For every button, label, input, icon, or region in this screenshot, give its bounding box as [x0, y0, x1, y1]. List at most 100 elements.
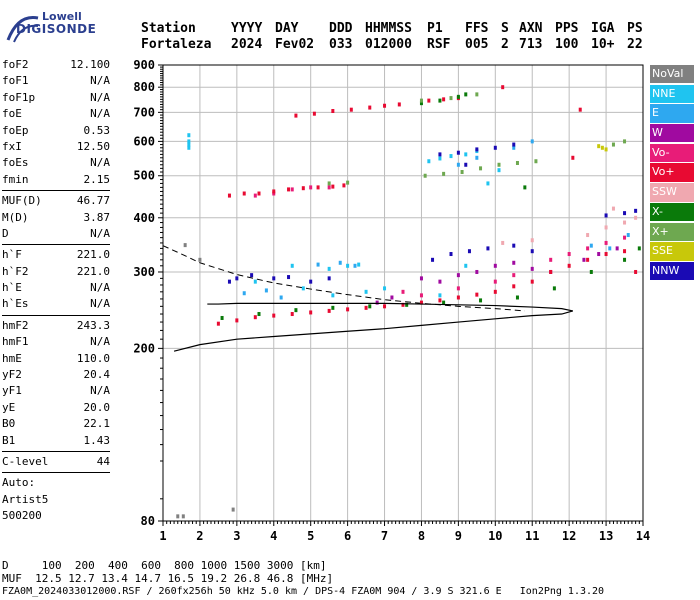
param-name: h`Es [2, 297, 29, 311]
y-tick-label: 700 [133, 105, 155, 119]
echo-point [309, 185, 313, 190]
echo-point [187, 145, 191, 150]
param-value: N/A [90, 156, 110, 170]
echo-point [397, 102, 401, 107]
echo-point [615, 246, 619, 251]
param-value: 46.77 [76, 194, 110, 208]
header-label: FFS [465, 21, 489, 36]
echo-point [272, 189, 276, 194]
param-row: foF2 12.100 [2, 57, 110, 73]
param-divider [2, 244, 110, 246]
echo-point [464, 92, 468, 97]
header-label: AXN [519, 21, 543, 36]
echo-point [512, 243, 516, 248]
autoscaling-line: Auto: [2, 476, 36, 490]
echo-point [279, 295, 283, 300]
echo-point [346, 180, 350, 185]
echo-point [331, 293, 335, 298]
echo-point [604, 225, 608, 230]
param-row: yF2 20.4 [2, 367, 110, 383]
header-value: 10+ [591, 37, 615, 52]
echo-point [479, 166, 483, 171]
param-name: h`E [2, 281, 22, 295]
echo-point [567, 263, 571, 268]
echo-point [227, 193, 231, 198]
echo-point [634, 269, 638, 274]
echo-point [623, 211, 627, 216]
param-value: 12.50 [76, 139, 110, 153]
param-name: MUF(D) [2, 194, 42, 208]
echo-point [467, 249, 471, 254]
param-row: yF1 N/A [2, 383, 110, 399]
echo-point [290, 312, 294, 317]
echo-point [419, 276, 423, 281]
param-divider [2, 450, 110, 452]
echo-point [346, 263, 350, 268]
param-name: D [2, 226, 9, 240]
echo-point [493, 263, 497, 268]
echo-point [349, 107, 353, 112]
echo-point [515, 295, 519, 300]
echo-point [401, 289, 405, 294]
echo-point [442, 97, 446, 102]
param-name: hmE [2, 351, 22, 365]
echo-point [497, 168, 501, 173]
x-tick-label: 13 [599, 529, 613, 543]
echo-point [375, 300, 379, 305]
echo-point [530, 266, 534, 271]
echo-point [346, 307, 350, 312]
echo-point [272, 313, 276, 318]
echo-point [456, 150, 460, 155]
echo-point [331, 109, 335, 114]
echo-point [634, 215, 638, 220]
echo-point [578, 107, 582, 112]
param-name: foEs [2, 156, 29, 170]
echo-point [464, 263, 468, 268]
header-value: 2024 [231, 37, 263, 52]
echo-point [231, 507, 235, 512]
header-value: 100 [555, 37, 579, 52]
echo-point [181, 514, 185, 519]
echo-point [530, 238, 534, 243]
param-value: N/A [90, 335, 110, 349]
header-value: Fortaleza [141, 37, 212, 52]
echo-point [611, 142, 615, 147]
echo-point [438, 98, 442, 103]
param-name: yF2 [2, 368, 22, 382]
param-name: M(D) [2, 210, 29, 224]
echo-point [250, 273, 254, 278]
echo-point [438, 293, 442, 298]
param-name: fmin [2, 172, 29, 186]
echo-point [549, 269, 553, 274]
param-row: B1 1.43 [2, 433, 110, 449]
echo-point [501, 85, 505, 90]
param-row: foF1 N/A [2, 73, 110, 89]
param-row: h`Es N/A [2, 296, 110, 312]
param-value: 20.4 [83, 368, 111, 382]
echo-point [187, 139, 191, 144]
echo-point [475, 92, 479, 97]
param-row: M(D) 3.87 [2, 210, 110, 226]
echo-point [287, 275, 291, 280]
param-name: h`F [2, 248, 22, 262]
echo-point [287, 187, 291, 192]
echo-point [290, 263, 294, 268]
echo-point [438, 152, 442, 157]
echo-point [176, 514, 180, 519]
echo-point [312, 111, 316, 116]
logo-mark-icon [6, 15, 39, 43]
param-value: 0.53 [83, 123, 111, 137]
x-tick-label: 2 [196, 529, 203, 543]
echo-point [497, 162, 501, 167]
x-tick-label: 1 [159, 529, 166, 543]
legend-entry: NNE [650, 84, 694, 104]
param-value: N/A [90, 384, 110, 398]
echo-point [331, 184, 335, 189]
echo-point [294, 308, 298, 313]
echo-point [586, 246, 590, 251]
echo-point [464, 152, 468, 157]
param-name: foF1 [2, 74, 29, 88]
header-value: Fev02 [275, 37, 315, 52]
echo-point [534, 159, 538, 164]
